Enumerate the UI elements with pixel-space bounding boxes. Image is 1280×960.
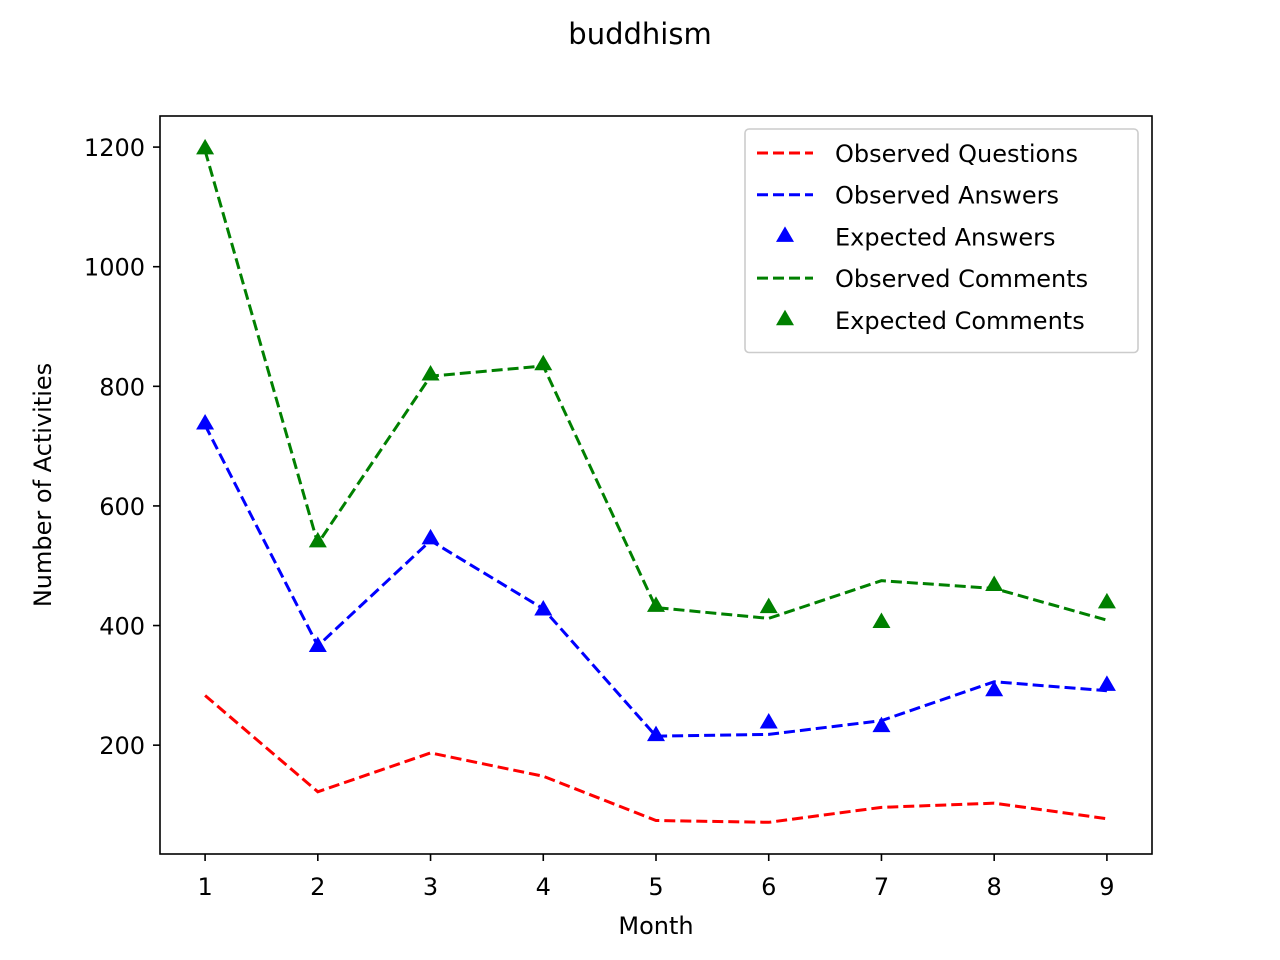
triangle-marker [1097, 592, 1116, 609]
series-layer [196, 138, 1116, 824]
x-axis-label: Month [618, 912, 693, 940]
legend-box [744, 128, 1139, 354]
triangle-marker [196, 413, 215, 430]
legend-label: Observed Questions [835, 140, 1078, 168]
triangle-marker [872, 612, 891, 629]
x-tick-label: 7 [874, 873, 889, 901]
triangle-marker [1097, 675, 1116, 691]
y-tick-label: 1000 [84, 254, 145, 282]
triangle-marker [196, 138, 215, 155]
legend-label: Expected Comments [835, 307, 1085, 335]
y-tick-label: 600 [99, 493, 145, 521]
x-tick-label: 8 [987, 873, 1002, 901]
triangle-marker [308, 531, 327, 548]
legend-label: Observed Answers [835, 182, 1059, 210]
chart-title: buddhism [568, 17, 711, 51]
series-observed-answers [203, 424, 1108, 738]
x-tick-label: 3 [423, 873, 438, 901]
y-axis-label: Number of Activities [29, 363, 57, 607]
x-tick-label: 2 [310, 873, 325, 901]
triangle-marker [985, 575, 1004, 591]
legend-item-observed-comments: Observed Comments [757, 265, 1088, 293]
triangle-marker [308, 636, 327, 652]
series-observed-comments [203, 150, 1108, 622]
x-tick-label: 5 [648, 873, 663, 901]
x-tick-label: 1 [197, 873, 212, 901]
x-tick-label: 9 [1099, 873, 1114, 901]
y-tick-label: 1200 [84, 134, 145, 162]
series-line [203, 424, 1108, 738]
triangle-marker [421, 528, 440, 545]
legend-marker-swatch [776, 309, 794, 326]
series-line [203, 150, 1108, 622]
legend-item-expected-answers: Expected Answers [776, 223, 1056, 251]
triangle-marker [534, 599, 553, 616]
legend-label: Observed Comments [835, 265, 1088, 293]
x-axis: 1 2 3 4 5 6 7 8 9 [197, 854, 1115, 901]
y-tick-label: 800 [99, 373, 145, 401]
triangle-marker [985, 680, 1004, 697]
x-tick-label: 6 [761, 873, 776, 901]
legend-item-expected-comments: Expected Comments [776, 307, 1085, 335]
legend: Observed Questions Observed Answers Expect… [744, 128, 1139, 354]
triangle-marker [872, 716, 891, 733]
triangle-marker [647, 725, 665, 742]
x-tick-label: 4 [536, 873, 551, 901]
series-observed-questions [204, 694, 1108, 824]
legend-marker-swatch [776, 226, 794, 242]
triangle-marker [421, 364, 440, 381]
triangle-marker [759, 597, 778, 614]
series-expected-answers [196, 413, 1116, 742]
series-line [204, 694, 1108, 824]
triangle-marker [759, 713, 778, 729]
y-axis: 200 400 600 800 1000 1200 [84, 134, 160, 760]
legend-item-observed-answers: Observed Answers [757, 182, 1059, 210]
legend-label: Expected Answers [835, 223, 1056, 251]
y-tick-label: 200 [99, 732, 145, 760]
series-expected-comments [196, 138, 1116, 629]
legend-item-observed-questions: Observed Questions [757, 140, 1078, 168]
triangle-marker [534, 354, 553, 371]
y-tick-label: 400 [99, 613, 145, 641]
triangle-marker [647, 596, 665, 612]
